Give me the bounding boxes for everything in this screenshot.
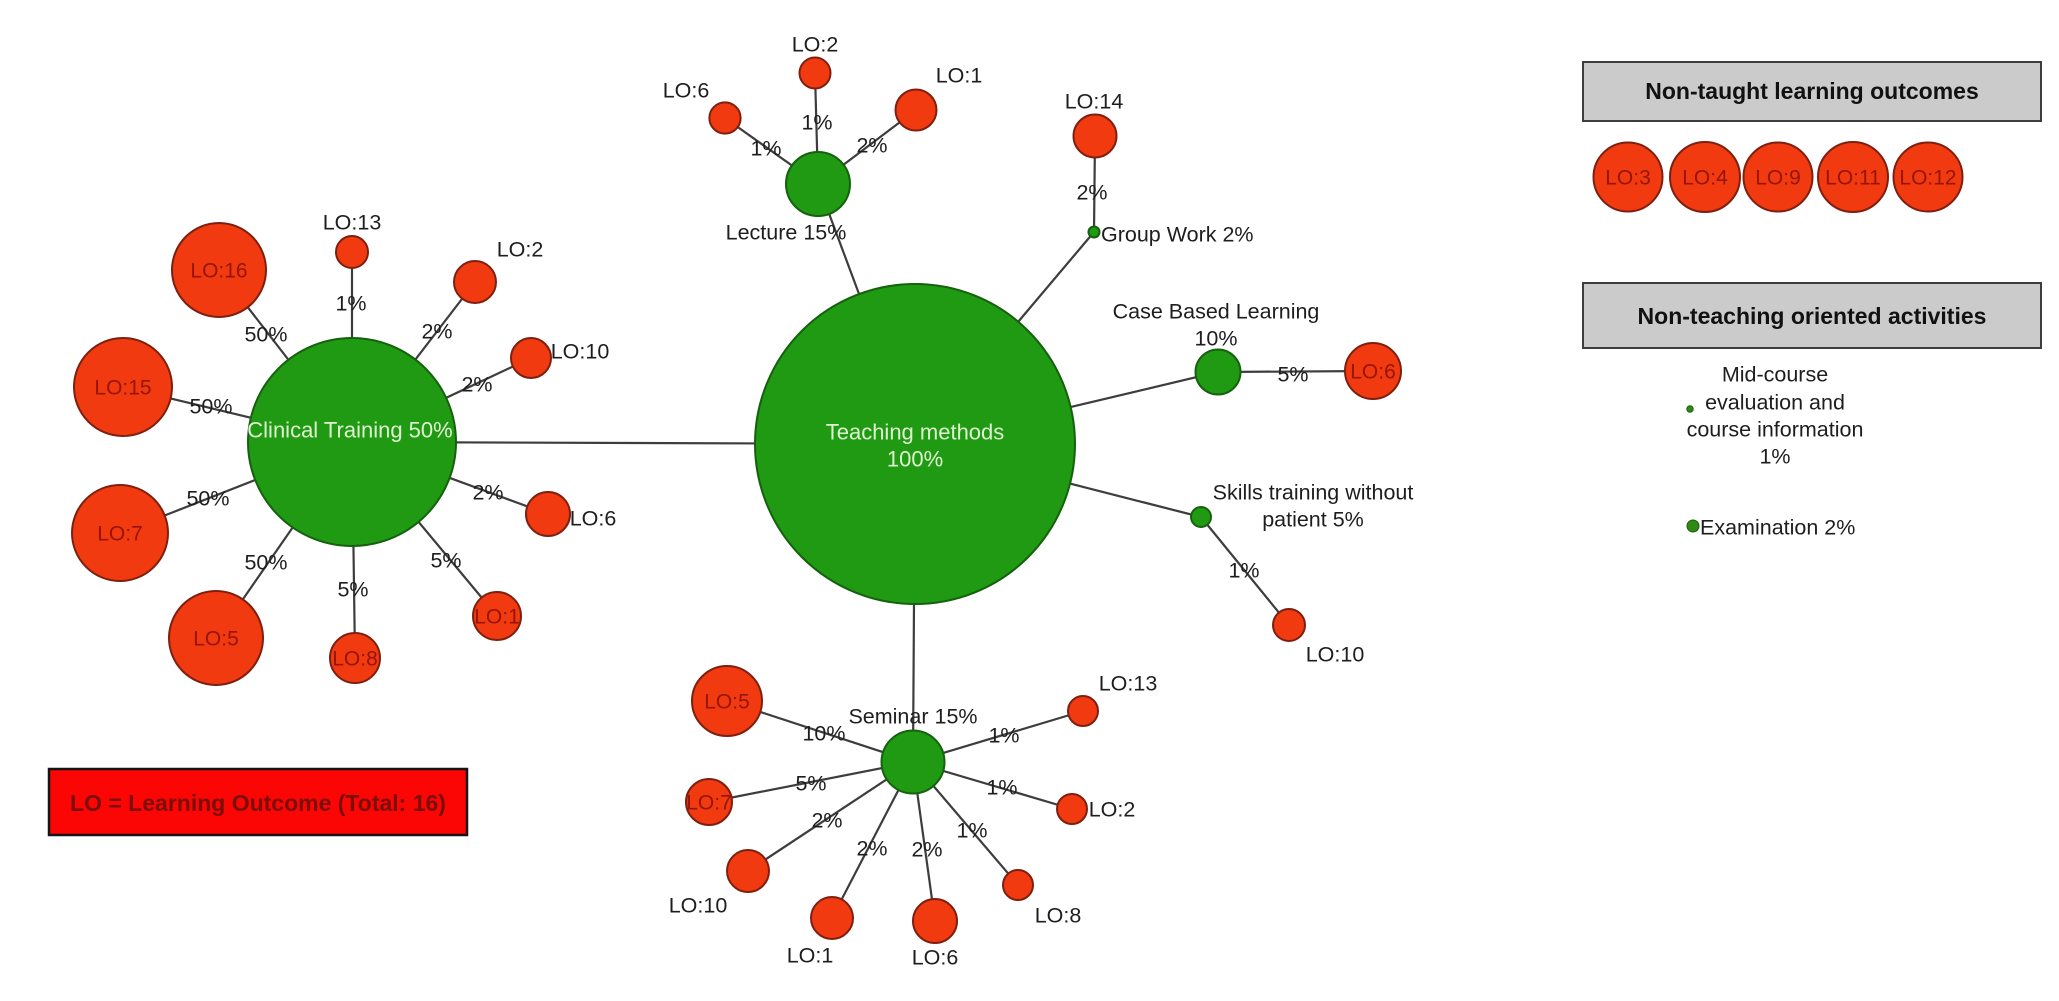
svg-text:Group Work 2%: Group Work 2%: [1101, 223, 1254, 247]
svg-text:LO:10: LO:10: [1306, 643, 1365, 667]
svg-text:LO:2: LO:2: [792, 33, 839, 57]
svg-text:LO:9: LO:9: [1755, 166, 1801, 189]
svg-text:2%: 2%: [856, 134, 887, 158]
svg-text:Non-taught learning outcomes: Non-taught learning outcomes: [1645, 78, 1979, 104]
svg-text:Examination 2%: Examination 2%: [1700, 516, 1855, 540]
svg-text:LO:1: LO:1: [936, 64, 983, 88]
svg-text:2%: 2%: [856, 837, 887, 861]
svg-text:LO:4: LO:4: [1682, 166, 1728, 189]
svg-text:1%: 1%: [1759, 445, 1790, 469]
svg-text:LO:1: LO:1: [787, 944, 834, 968]
svg-text:Skills training without: Skills training without: [1213, 481, 1414, 505]
svg-text:LO:1: LO:1: [474, 605, 520, 628]
svg-text:5%: 5%: [430, 549, 461, 573]
svg-text:1%: 1%: [750, 137, 781, 161]
svg-text:LO:13: LO:13: [323, 211, 382, 235]
svg-text:50%: 50%: [189, 395, 232, 419]
svg-text:50%: 50%: [186, 487, 229, 511]
svg-text:2%: 2%: [461, 373, 492, 397]
svg-text:2%: 2%: [1076, 181, 1107, 205]
svg-text:Clinical Training 50%: Clinical Training 50%: [247, 418, 452, 443]
svg-text:5%: 5%: [1277, 363, 1308, 387]
svg-text:2%: 2%: [472, 481, 503, 505]
svg-text:1%: 1%: [801, 111, 832, 135]
svg-text:Seminar 15%: Seminar 15%: [848, 705, 977, 729]
svg-text:1%: 1%: [335, 292, 366, 316]
svg-text:LO:14: LO:14: [1065, 90, 1124, 114]
svg-text:LO:16: LO:16: [190, 259, 247, 282]
svg-text:5%: 5%: [795, 772, 826, 796]
svg-text:LO:5: LO:5: [193, 627, 239, 650]
svg-text:Case Based Learning: Case Based Learning: [1113, 300, 1320, 324]
svg-text:LO:11: LO:11: [1825, 166, 1881, 189]
svg-text:patient 5%: patient 5%: [1262, 508, 1364, 532]
svg-text:LO:6: LO:6: [1350, 360, 1396, 383]
svg-text:LO:8: LO:8: [332, 647, 378, 670]
svg-text:LO:12: LO:12: [1899, 166, 1956, 189]
svg-text:LO:8: LO:8: [1035, 904, 1082, 928]
svg-text:LO:7: LO:7: [686, 791, 732, 814]
svg-text:1%: 1%: [1228, 559, 1259, 583]
svg-text:LO:2: LO:2: [1089, 798, 1136, 822]
svg-text:LO:2: LO:2: [497, 238, 544, 262]
svg-text:evaluation and: evaluation and: [1705, 391, 1845, 415]
svg-text:Teaching methods: Teaching methods: [826, 420, 1005, 445]
svg-text:Non-teaching oriented activiti: Non-teaching oriented activities: [1638, 303, 1987, 329]
svg-text:LO:6: LO:6: [570, 507, 617, 531]
svg-text:50%: 50%: [244, 323, 287, 347]
svg-text:course information: course information: [1687, 418, 1864, 442]
svg-text:LO:13: LO:13: [1099, 672, 1158, 696]
svg-text:LO:3: LO:3: [1605, 166, 1651, 189]
svg-text:1%: 1%: [956, 819, 987, 843]
svg-text:2%: 2%: [421, 320, 452, 344]
svg-text:Lecture 15%: Lecture 15%: [726, 221, 847, 245]
svg-text:1%: 1%: [988, 724, 1019, 748]
svg-text:50%: 50%: [244, 551, 287, 575]
svg-text:100%: 100%: [887, 447, 943, 472]
svg-text:Mid-course: Mid-course: [1722, 363, 1828, 387]
svg-text:10%: 10%: [802, 722, 845, 746]
svg-text:LO:15: LO:15: [94, 376, 151, 399]
svg-text:LO:10: LO:10: [669, 894, 728, 918]
svg-text:2%: 2%: [811, 809, 842, 833]
svg-text:LO:10: LO:10: [551, 340, 610, 364]
svg-text:2%: 2%: [911, 838, 942, 862]
svg-text:LO:6: LO:6: [663, 79, 710, 103]
svg-text:1%: 1%: [986, 776, 1017, 800]
svg-text:LO:5: LO:5: [704, 690, 750, 713]
svg-text:10%: 10%: [1194, 327, 1237, 351]
svg-text:5%: 5%: [337, 578, 368, 602]
svg-text:LO = Learning Outcome (Total:: LO = Learning Outcome (Total: 16): [70, 790, 446, 816]
svg-text:LO:6: LO:6: [912, 946, 959, 970]
svg-text:LO:7: LO:7: [97, 522, 143, 545]
